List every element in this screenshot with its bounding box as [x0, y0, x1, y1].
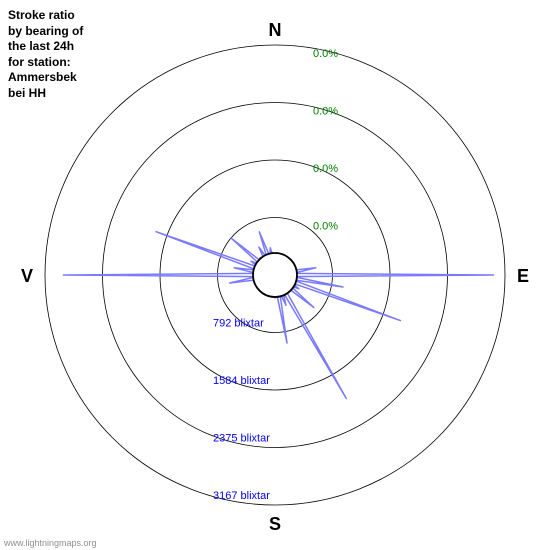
pct-label: 0.0% [313, 48, 338, 60]
cardinal-w: V [21, 266, 33, 286]
cardinal-s: S [269, 514, 281, 534]
ring-label: 792 blixtar [213, 318, 264, 330]
chart-title: Stroke ratio by bearing of the last 24h … [8, 8, 83, 102]
polar-chart-container: Stroke ratio by bearing of the last 24h … [0, 0, 550, 550]
attribution-text: www.lightningmaps.org [4, 538, 97, 548]
ring-label: 3167 blixtar [213, 490, 270, 502]
ring-label: 2375 blixtar [213, 433, 270, 445]
pct-label: 0.0% [313, 106, 338, 118]
cardinal-n: N [269, 20, 282, 40]
ring-label: 1584 blixtar [213, 375, 270, 387]
pct-label: 0.0% [313, 221, 338, 233]
cardinal-e: E [517, 266, 529, 286]
center-circle [253, 253, 297, 297]
pct-label: 0.0% [313, 163, 338, 175]
